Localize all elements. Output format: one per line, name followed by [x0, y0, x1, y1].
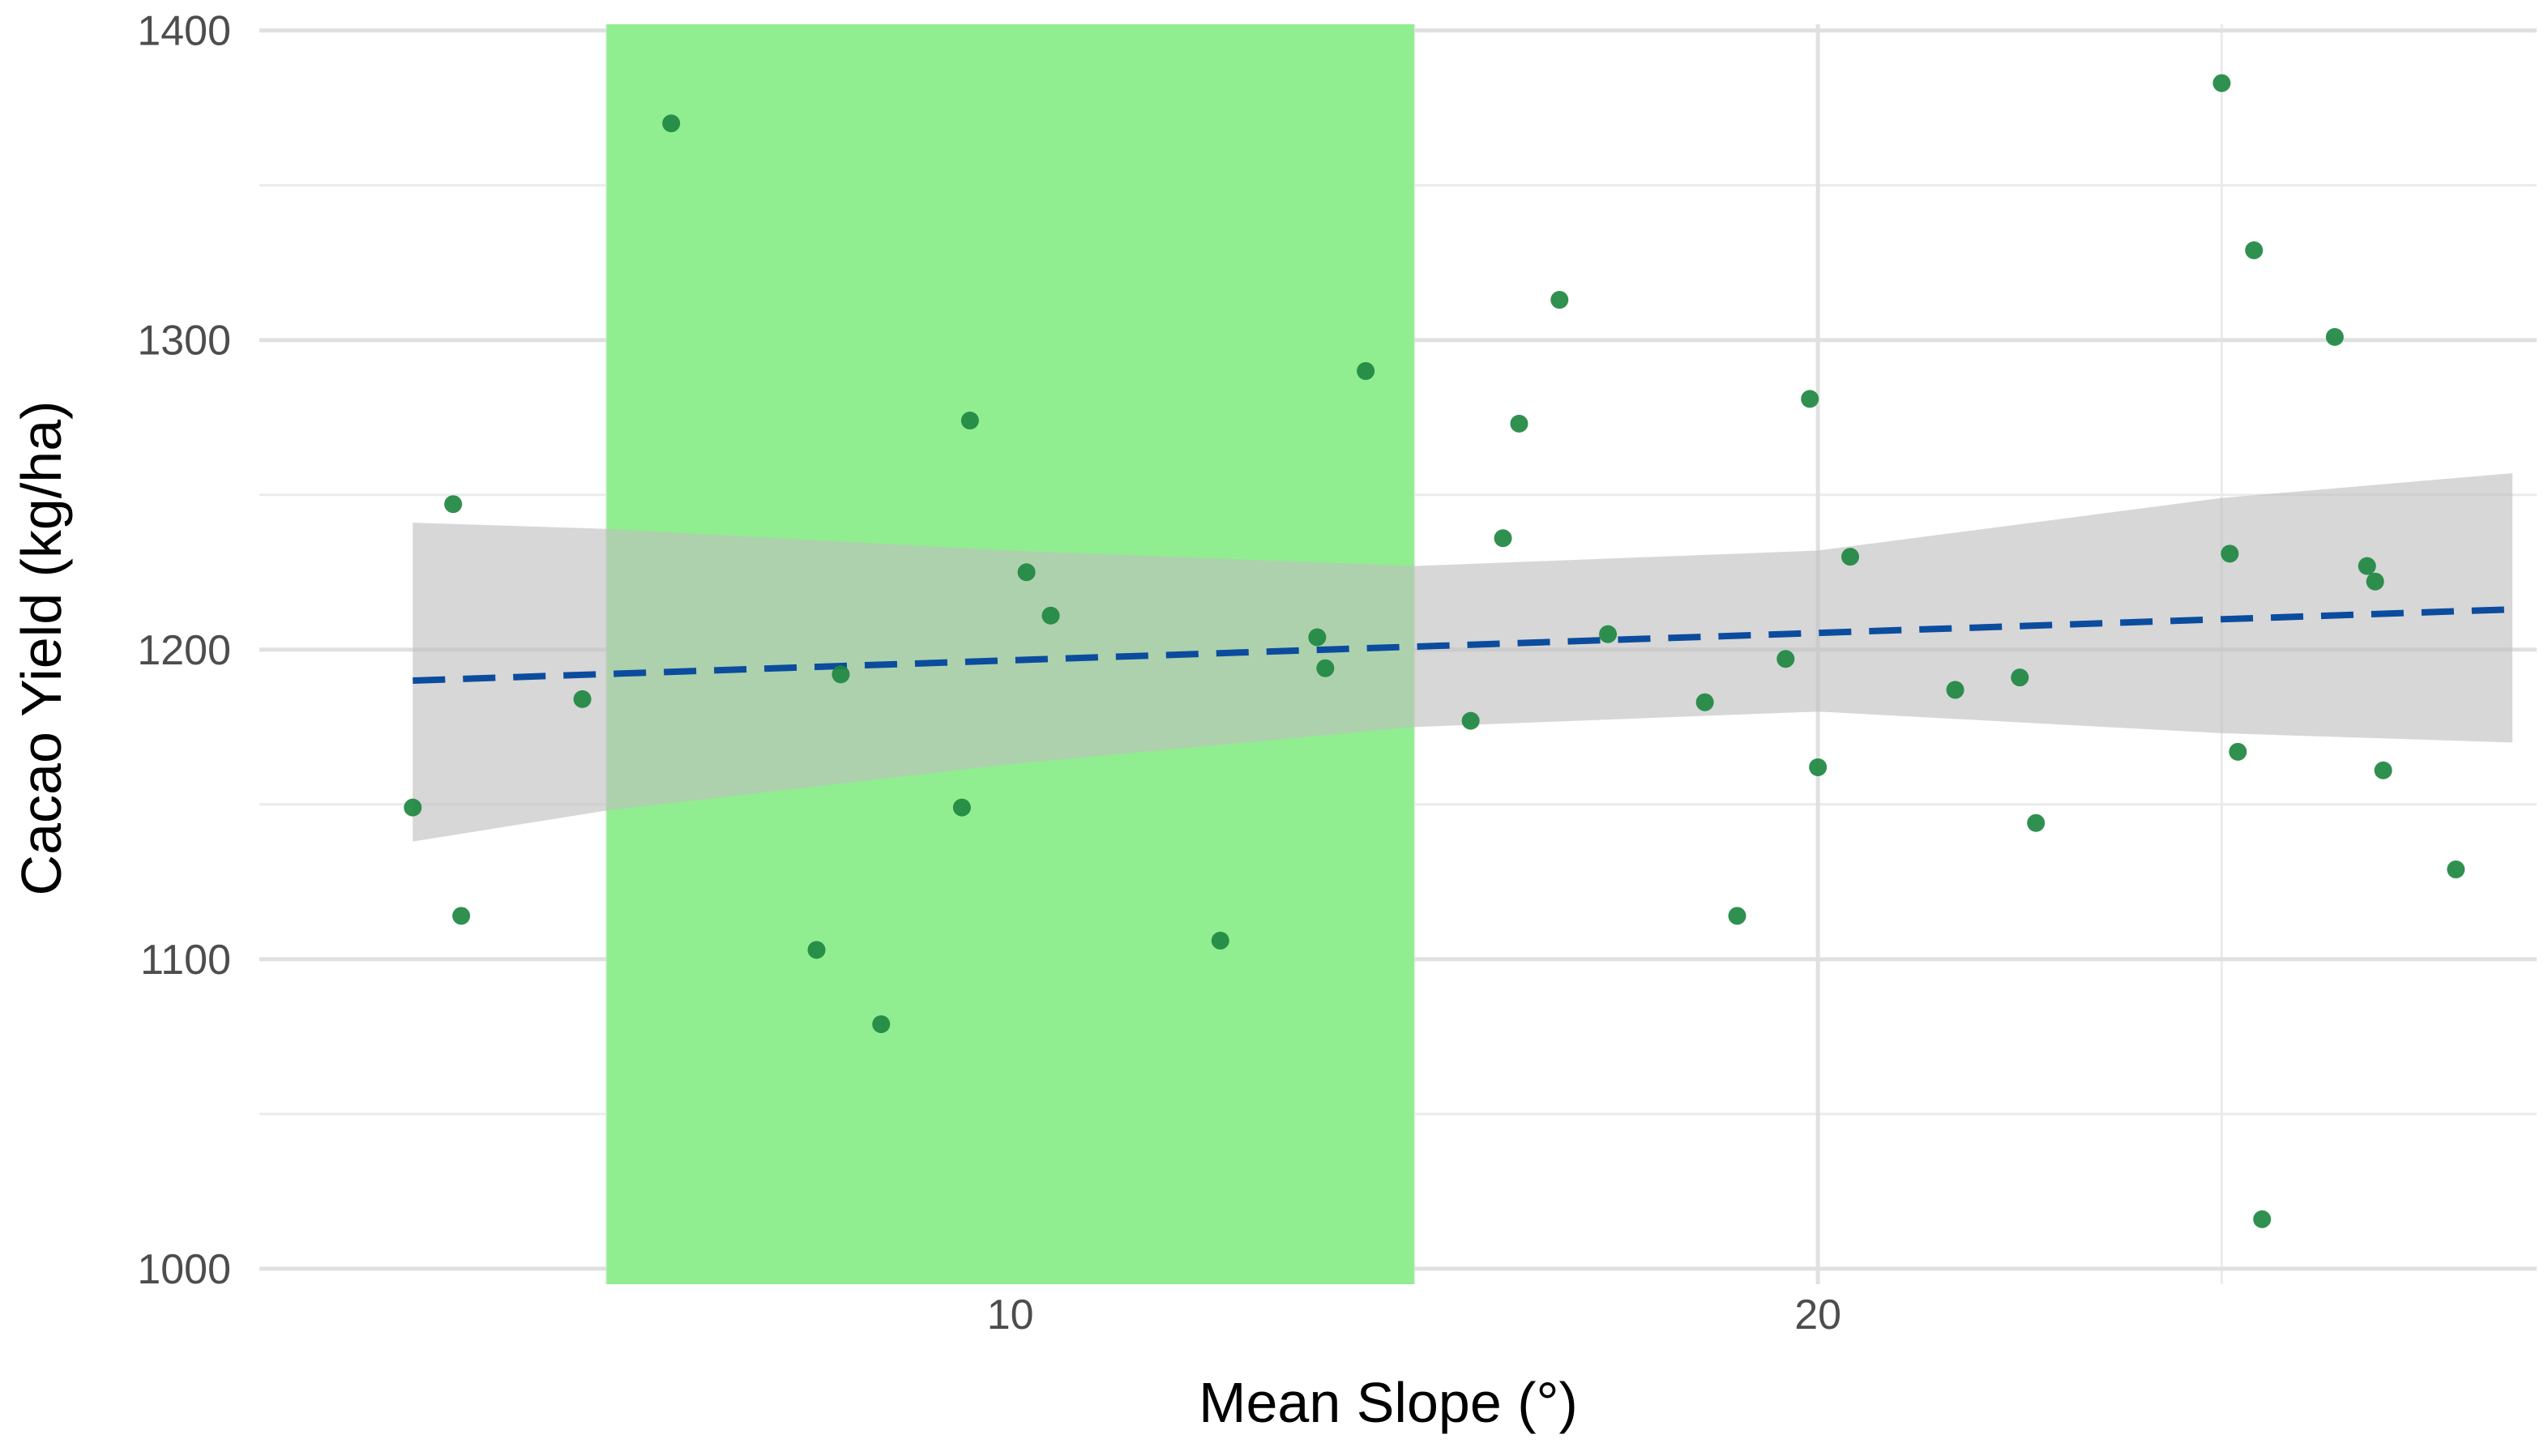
data-point: [832, 665, 850, 684]
data-point: [1599, 625, 1618, 643]
data-point: [2221, 544, 2239, 563]
data-point: [2229, 742, 2247, 761]
data-point: [1308, 628, 1327, 647]
data-point: [662, 114, 681, 133]
data-point: [2212, 74, 2231, 92]
data-point: [1728, 907, 1746, 925]
data-point: [1841, 548, 1860, 566]
points-layer: [404, 74, 2465, 1228]
data-point: [1316, 659, 1335, 677]
data-point: [404, 798, 422, 817]
data-point: [1357, 361, 1375, 380]
data-point: [2253, 1210, 2272, 1228]
y-tick-label: 1300: [137, 318, 231, 365]
data-point: [2011, 668, 2029, 687]
data-point: [1809, 758, 1828, 776]
data-point: [960, 412, 979, 430]
confidence-band-layer: [413, 473, 2513, 842]
data-point: [1776, 650, 1795, 668]
x-axis-title: Mean Slope (°): [1199, 1371, 1578, 1434]
data-point: [1801, 390, 1819, 408]
data-point: [1461, 711, 1480, 730]
x-tick-label: 10: [987, 1292, 1034, 1339]
data-point: [2027, 813, 2046, 832]
data-point: [1946, 681, 1964, 699]
data-point: [2325, 327, 2344, 346]
tick-labels-layer: 1000 1100 1200 1300 1400 10 20: [137, 8, 1841, 1339]
data-point: [1041, 606, 1060, 625]
data-point: [2245, 241, 2264, 259]
data-point: [1017, 563, 1036, 582]
data-point: [2374, 761, 2392, 779]
confidence-band: [413, 473, 2513, 842]
data-point: [872, 1015, 891, 1034]
data-point: [2447, 860, 2465, 879]
data-point: [452, 907, 471, 925]
data-point: [1695, 693, 1714, 711]
y-tick-label: 1000: [137, 1246, 231, 1293]
y-tick-label: 1400: [137, 8, 231, 55]
data-point: [1550, 291, 1569, 310]
data-point: [1211, 931, 1229, 950]
y-axis-title: Cacao Yield (kg/ha): [10, 401, 73, 896]
data-point: [2358, 557, 2376, 575]
y-tick-label: 1100: [140, 937, 231, 984]
data-point: [1510, 414, 1528, 433]
data-point: [444, 495, 463, 514]
data-point: [952, 798, 971, 817]
y-tick-label: 1200: [137, 627, 231, 674]
data-point: [807, 941, 826, 959]
x-tick-label: 20: [1794, 1292, 1841, 1339]
data-point: [573, 690, 592, 708]
data-point: [2366, 572, 2384, 591]
data-point: [1494, 529, 1512, 548]
